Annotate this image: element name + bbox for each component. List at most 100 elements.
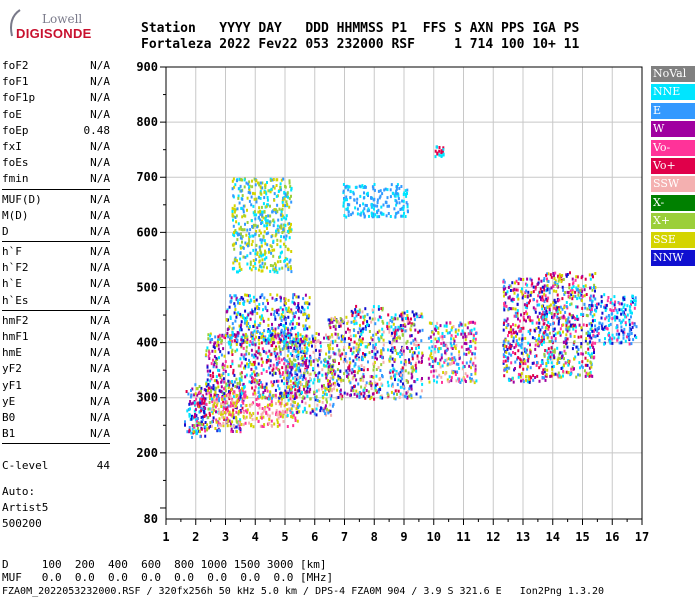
- echo-point: [264, 184, 267, 188]
- echo-point: [253, 380, 256, 384]
- echo-point: [253, 210, 256, 214]
- echo-point: [294, 394, 297, 398]
- echo-point: [389, 341, 391, 345]
- echo-point: [544, 294, 547, 298]
- echo-point: [620, 302, 623, 306]
- echo-point: [232, 408, 235, 412]
- echo-point: [410, 387, 413, 391]
- echo-point: [545, 309, 548, 313]
- echo-point: [605, 325, 608, 329]
- echo-point: [279, 394, 282, 398]
- echo-point: [609, 336, 611, 340]
- echo-point: [277, 229, 280, 232]
- echo-point: [333, 358, 336, 362]
- echo-point: [368, 214, 370, 218]
- echo-point: [264, 335, 267, 339]
- echo-point: [213, 346, 216, 350]
- echo-point: [596, 329, 599, 333]
- echo-point: [362, 388, 365, 392]
- echo-point: [543, 288, 546, 292]
- echo-point: [589, 360, 592, 364]
- echo-point: [321, 368, 324, 372]
- echo-point: [287, 361, 290, 364]
- echo-point: [261, 383, 264, 387]
- echo-point: [270, 419, 273, 423]
- echo-point: [570, 372, 572, 376]
- echo-point: [394, 332, 397, 336]
- echo-point: [207, 354, 210, 358]
- echo-point: [195, 414, 198, 418]
- echo-point: [518, 365, 521, 369]
- echo-point: [303, 406, 306, 410]
- echo-point: [276, 203, 279, 207]
- echo-point: [536, 303, 539, 307]
- echo-point: [370, 202, 373, 206]
- echo-point: [260, 265, 263, 269]
- echo-point: [251, 234, 254, 238]
- echo-point: [279, 251, 282, 255]
- echo-point: [259, 322, 262, 326]
- echo-point: [188, 402, 191, 406]
- echo-point: [587, 372, 589, 376]
- echo-point: [210, 408, 213, 412]
- echo-point: [514, 367, 516, 370]
- echo-point: [588, 366, 591, 370]
- echo-point: [586, 359, 589, 363]
- echo-point: [254, 252, 257, 256]
- echo-point: [305, 359, 308, 362]
- echo-point: [462, 365, 465, 369]
- echo-point: [265, 370, 268, 373]
- echo-point: [560, 280, 563, 284]
- echo-point: [375, 347, 377, 351]
- echo-point: [546, 336, 549, 340]
- echo-point: [563, 292, 566, 296]
- echo-point: [275, 184, 278, 187]
- echo-point: [249, 404, 252, 408]
- echo-point: [409, 334, 412, 338]
- echo-point: [229, 300, 232, 304]
- echo-point: [184, 423, 186, 427]
- echo-point: [210, 362, 213, 366]
- echo-point: [221, 364, 224, 368]
- echo-point: [525, 319, 527, 323]
- echo-point: [302, 376, 305, 379]
- echo-point: [268, 248, 270, 252]
- echo-point: [569, 271, 571, 275]
- echo-point: [504, 355, 507, 358]
- echo-point: [551, 371, 554, 375]
- echo-point: [399, 371, 402, 374]
- echo-point: [235, 220, 238, 224]
- echo-point: [523, 312, 526, 315]
- echo-point: [395, 372, 398, 376]
- echo-point: [249, 251, 252, 255]
- echo-point: [292, 340, 295, 344]
- echo-point: [567, 294, 570, 298]
- echo-point: [412, 322, 415, 326]
- echo-point: [371, 382, 373, 386]
- echo-point: [450, 344, 453, 348]
- echo-point: [587, 347, 590, 351]
- echo-point: [328, 355, 331, 359]
- echo-point: [244, 364, 247, 368]
- echo-point: [244, 421, 247, 425]
- echo-point: [262, 265, 265, 269]
- echo-point: [215, 386, 218, 390]
- echo-point: [193, 409, 196, 413]
- echo-point: [294, 377, 297, 381]
- echo-point: [302, 410, 305, 414]
- echo-point: [623, 327, 626, 331]
- echo-point: [296, 363, 298, 367]
- echo-point: [238, 201, 241, 205]
- echo-point: [300, 337, 302, 341]
- echo-point: [520, 372, 523, 376]
- echo-point: [215, 400, 218, 404]
- echo-point: [394, 329, 397, 333]
- echo-point: [512, 331, 515, 335]
- echo-point: [430, 321, 433, 325]
- echo-point: [289, 185, 292, 189]
- echo-point: [351, 377, 354, 381]
- echo-point: [382, 203, 385, 207]
- echo-point: [300, 350, 303, 354]
- echo-point: [245, 404, 248, 407]
- echo-point: [590, 308, 593, 312]
